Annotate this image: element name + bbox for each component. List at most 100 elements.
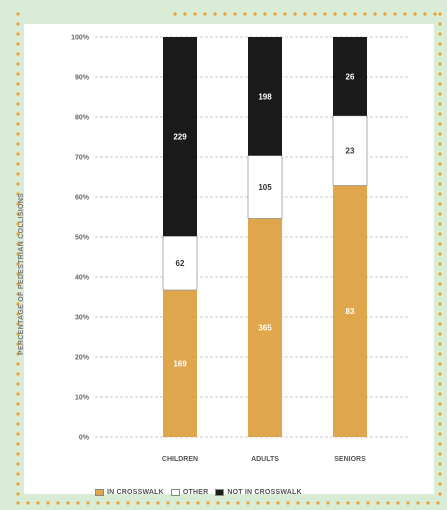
border-dot — [16, 132, 20, 136]
legend-swatch — [215, 488, 225, 496]
border-dot — [438, 112, 442, 116]
legend-label: IN CROSSWALK — [107, 488, 164, 496]
border-dot — [16, 412, 20, 416]
border-dot — [16, 52, 20, 56]
border-dot — [393, 12, 397, 16]
border-dot — [438, 332, 442, 336]
border-dot — [273, 12, 277, 16]
border-dot — [16, 162, 20, 166]
border-dot — [396, 501, 400, 505]
bar-data-label: 83 — [346, 307, 355, 316]
border-dot — [16, 232, 20, 236]
border-dot — [116, 501, 120, 505]
border-dot — [438, 272, 442, 276]
border-dot — [438, 382, 442, 386]
border-dot — [416, 501, 420, 505]
border-dot — [16, 382, 20, 386]
bar-data-label: 229 — [173, 133, 187, 142]
bar-segment — [247, 155, 283, 219]
legend-label: NOT IN CROSSWALK — [227, 488, 302, 496]
border-dot — [193, 12, 197, 16]
border-dot — [438, 372, 442, 376]
border-dot — [226, 501, 230, 505]
border-dot — [438, 412, 442, 416]
border-dot — [323, 12, 327, 16]
border-dot — [326, 501, 330, 505]
border-dot — [406, 501, 410, 505]
border-dot — [16, 362, 20, 366]
border-dot — [313, 12, 317, 16]
border-dot — [438, 12, 442, 16]
border-dot — [438, 362, 442, 366]
border-dot — [16, 492, 20, 496]
border-dot — [433, 12, 437, 16]
border-dot — [376, 501, 380, 505]
border-dot — [438, 162, 442, 166]
border-dot — [16, 501, 20, 505]
bar-data-label: 105 — [258, 183, 272, 192]
y-tick-label: 20% — [75, 355, 90, 362]
border-dot — [438, 52, 442, 56]
border-dot — [438, 252, 442, 256]
legend-item: OTHER — [170, 488, 209, 496]
y-tick-label: 0% — [79, 435, 90, 442]
border-dot — [386, 501, 390, 505]
x-tick-label: SENIORS — [334, 456, 366, 463]
border-dot — [86, 501, 90, 505]
border-dot — [16, 212, 20, 216]
border-dot — [216, 501, 220, 505]
border-dot — [438, 482, 442, 486]
bar-data-label: 62 — [176, 259, 185, 268]
border-dot — [106, 501, 110, 505]
border-dot — [438, 492, 442, 496]
border-dot — [438, 402, 442, 406]
border-dot — [16, 142, 20, 146]
border-dot — [253, 12, 257, 16]
border-dot — [438, 232, 442, 236]
y-tick-label: 70% — [75, 155, 90, 162]
x-tick-label: ADULTS — [251, 456, 279, 463]
border-dot — [16, 452, 20, 456]
y-tick-label: 30% — [75, 315, 90, 322]
border-dot — [333, 12, 337, 16]
border-dot — [438, 242, 442, 246]
border-dot — [403, 12, 407, 16]
bar-segment — [248, 37, 282, 156]
border-dot — [96, 501, 100, 505]
y-tick-label: 90% — [75, 75, 90, 82]
border-dot — [438, 182, 442, 186]
border-dot — [356, 501, 360, 505]
border-dot — [343, 12, 347, 16]
border-dot — [263, 12, 267, 16]
border-dot — [56, 501, 60, 505]
border-dot — [438, 452, 442, 456]
legend-label: OTHER — [182, 488, 209, 496]
border-dot — [16, 392, 20, 396]
border-dot — [186, 501, 190, 505]
bar-data-label: 169 — [173, 360, 187, 369]
border-dot — [26, 501, 30, 505]
border-dot — [296, 501, 300, 505]
border-dot — [223, 12, 227, 16]
border-dot — [16, 62, 20, 66]
border-dot — [16, 122, 20, 126]
border-dot — [16, 112, 20, 116]
border-dot — [76, 501, 80, 505]
border-dot — [16, 282, 20, 286]
border-dot — [213, 12, 217, 16]
border-dot — [16, 182, 20, 186]
bar-data-label: 198 — [258, 92, 272, 101]
border-dot — [206, 501, 210, 505]
y-tick-label: 40% — [75, 275, 90, 282]
bar-segment — [162, 235, 198, 291]
border-dot — [16, 242, 20, 246]
border-dot — [426, 501, 430, 505]
border-dot — [316, 501, 320, 505]
legend-swatch — [170, 488, 180, 496]
border-dot — [438, 472, 442, 476]
legend-swatch — [95, 488, 104, 496]
bar-segment — [333, 37, 367, 116]
bar-data-label: 23 — [346, 147, 355, 156]
y-tick-label: 10% — [75, 395, 90, 402]
border-dot — [16, 32, 20, 36]
